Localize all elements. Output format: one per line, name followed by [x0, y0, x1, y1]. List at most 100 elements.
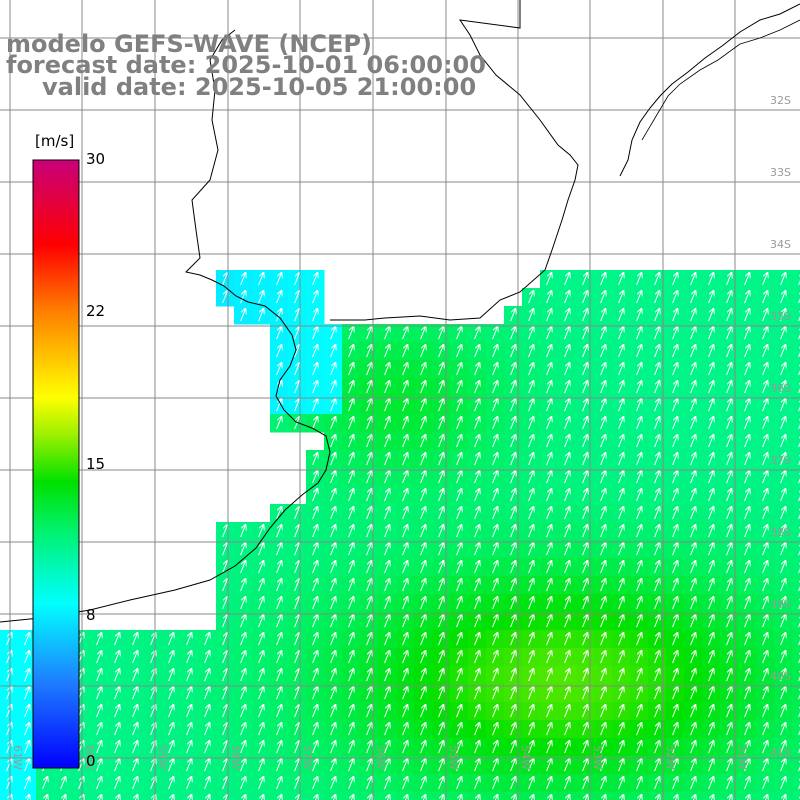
- wind-speed-cell: [792, 342, 800, 361]
- wind-speed-cell: [792, 576, 800, 595]
- wind-speed-cell: [792, 666, 800, 685]
- wind-speed-cell: [54, 792, 73, 800]
- wind-arrow: [384, 327, 390, 340]
- colorbar-tick: 22: [86, 302, 106, 320]
- wind-arrow: [780, 291, 786, 304]
- wind-arrow: [438, 327, 444, 340]
- wind-arrow: [600, 327, 606, 340]
- wind-arrow: [402, 327, 408, 340]
- latitude-label: 41S: [770, 746, 791, 759]
- wind-arrow: [708, 291, 714, 304]
- wind-arrow: [312, 291, 318, 304]
- wind-arrow: [780, 309, 786, 322]
- wind-speed-cell: [612, 792, 631, 800]
- wind-speed-cell: [162, 792, 181, 800]
- wind-arrow: [564, 309, 570, 322]
- wind-speed-cell: [792, 468, 800, 487]
- wind-speed-cell: [792, 720, 800, 739]
- wind-arrow: [780, 273, 786, 286]
- wind-arrow: [672, 327, 678, 340]
- wind-arrow: [762, 291, 768, 304]
- wind-arrow: [456, 327, 462, 340]
- valid-date: valid date: 2025-10-05 21:00:00: [42, 73, 477, 101]
- wind-speed-cell: [702, 792, 721, 800]
- wind-speed-cell: [216, 792, 235, 800]
- wind-speed-cell: [738, 792, 757, 800]
- wind-arrow: [636, 327, 642, 340]
- wind-arrow: [744, 309, 750, 322]
- wind-arrow: [690, 327, 696, 340]
- wind-arrow: [654, 291, 660, 304]
- wind-speed-cell: [72, 792, 91, 800]
- wind-arrow: [798, 291, 800, 304]
- wind-arrow: [240, 291, 246, 304]
- wind-speed-cell: [684, 792, 703, 800]
- latitude-label: 40S: [770, 670, 791, 683]
- wind-arrow: [636, 273, 642, 286]
- wind-speed-cell: [180, 792, 199, 800]
- wind-direction-arrows: [6, 273, 800, 800]
- wind-speed-cell: [198, 792, 217, 800]
- wind-speed-field: [0, 270, 800, 800]
- wind-arrow: [654, 309, 660, 322]
- wind-arrow: [582, 291, 588, 304]
- wind-arrow: [762, 309, 768, 322]
- wind-speed-cell: [792, 738, 800, 757]
- wind-arrow: [726, 273, 732, 286]
- wind-arrow: [330, 327, 336, 340]
- wind-arrow: [654, 327, 660, 340]
- wind-arrow: [276, 291, 282, 304]
- wind-arrow: [276, 309, 282, 322]
- wind-speed-cell: [792, 522, 800, 541]
- wind-arrow: [582, 327, 588, 340]
- wind-arrow: [600, 273, 606, 286]
- wind-arrow: [672, 273, 678, 286]
- wind-speed-cell: [792, 612, 800, 631]
- wind-speed-cell: [504, 792, 523, 800]
- wind-arrow: [420, 327, 426, 340]
- wind-speed-cell: [792, 450, 800, 469]
- wind-arrow: [618, 309, 624, 322]
- latitude-label: 38S: [770, 526, 791, 539]
- wind-speed-cell: [792, 378, 800, 397]
- wind-arrow: [636, 309, 642, 322]
- wind-arrow: [744, 273, 750, 286]
- longitude-label: 61W: [11, 745, 24, 770]
- wind-arrow: [690, 273, 696, 286]
- wind-arrow: [690, 309, 696, 322]
- wind-speed-cell: [792, 360, 800, 379]
- wind-speed-cell: [792, 792, 800, 800]
- wind-speed-cell: [630, 792, 649, 800]
- wind-arrow: [600, 309, 606, 322]
- wind-speed-cell: [18, 792, 37, 800]
- colorbar-tick: 15: [86, 455, 106, 473]
- wind-speed-cell: [378, 792, 397, 800]
- wind-speed-cell: [540, 792, 559, 800]
- colorbar-unit: [m/s]: [34, 132, 76, 150]
- wind-speed-cell: [432, 792, 451, 800]
- wind-arrow: [528, 327, 534, 340]
- wind-speed-cell: [342, 792, 361, 800]
- wind-arrow: [510, 309, 516, 322]
- wind-speed-cell: [414, 792, 433, 800]
- wind-speed-cell: [720, 792, 739, 800]
- wind-speed-cell: [792, 306, 800, 325]
- wind-arrow: [222, 291, 228, 304]
- wind-speed-cell: [648, 792, 667, 800]
- wind-arrow: [258, 273, 264, 286]
- wind-speed-cell: [234, 792, 253, 800]
- wind-speed-cell: [0, 792, 19, 800]
- wind-speed-cell: [792, 414, 800, 433]
- wind-arrow: [348, 327, 354, 340]
- wind-arrow: [294, 273, 300, 286]
- latitude-label: 35S: [770, 310, 791, 323]
- wind-speed-cell: [792, 270, 800, 289]
- wind-arrow: [762, 273, 768, 286]
- wind-arrow: [798, 309, 800, 322]
- wind-arrow: [600, 291, 606, 304]
- wind-arrow: [546, 327, 552, 340]
- wind-arrow: [222, 273, 228, 286]
- longitude-label: 51W: [736, 745, 749, 770]
- wind-speed-cell: [792, 432, 800, 451]
- longitude-label: 59W: [156, 745, 169, 770]
